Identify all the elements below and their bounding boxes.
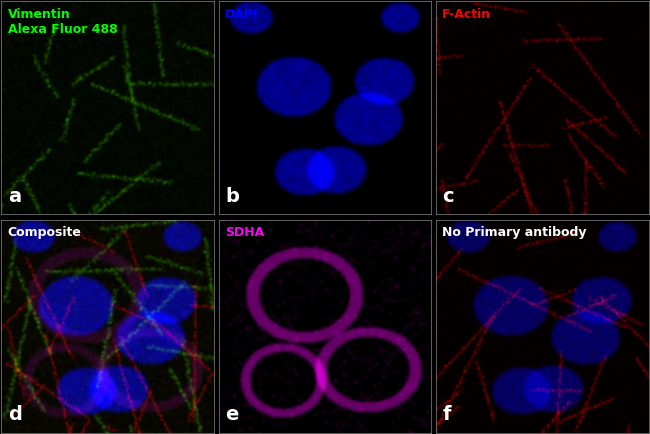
Text: F-Actin: F-Actin: [442, 8, 491, 21]
Text: d: d: [8, 405, 21, 424]
Text: b: b: [225, 187, 239, 206]
Text: No Primary antibody: No Primary antibody: [442, 226, 587, 239]
Text: Composite: Composite: [8, 226, 81, 239]
Text: Vimentin
Alexa Fluor 488: Vimentin Alexa Fluor 488: [8, 8, 118, 36]
Text: a: a: [8, 187, 21, 206]
Text: f: f: [442, 405, 450, 424]
Text: e: e: [225, 405, 239, 424]
Text: c: c: [442, 187, 454, 206]
Text: DAPI: DAPI: [225, 8, 259, 21]
Text: SDHA: SDHA: [225, 226, 264, 239]
